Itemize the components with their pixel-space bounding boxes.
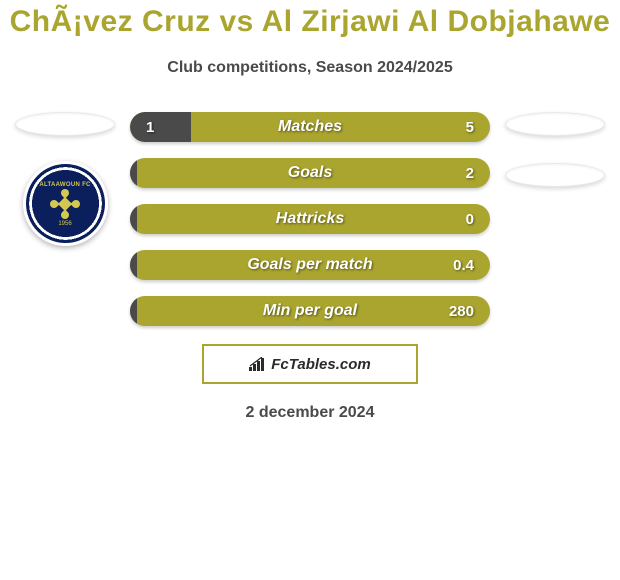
player-placeholder-right-2 [505, 163, 605, 187]
footer-date: 2 december 2024 [0, 404, 620, 422]
infographic-container: ChÃ¡vez Cruz vs Al Zirjawi Al Dobjahawe … [0, 0, 620, 422]
stat-bar-fill [130, 158, 137, 188]
stat-right-value: 0 [466, 211, 474, 228]
stat-bar-fill [130, 250, 137, 280]
stat-left-value: 1 [146, 119, 154, 136]
bar-chart-icon [249, 357, 267, 371]
stat-bar-fill [130, 296, 137, 326]
player-placeholder-left [15, 112, 115, 136]
stat-label: Hattricks [276, 210, 344, 228]
player-placeholder-right-1 [505, 112, 605, 136]
badge-year: 1956 [58, 221, 71, 227]
club-badge-left: ALTAAWOUN FC 1956 [23, 161, 108, 246]
stat-bar: Goals 2 [130, 158, 490, 188]
stat-right-value: 5 [466, 119, 474, 136]
left-side-col: ALTAAWOUN FC 1956 [10, 112, 120, 246]
stat-bar: Goals per match 0.4 [130, 250, 490, 280]
stat-label: Matches [278, 118, 342, 136]
footer-brand-box: FcTables.com [202, 344, 418, 384]
footer-brand-text: FcTables.com [271, 356, 370, 373]
badge-club-name: ALTAAWOUN FC [39, 182, 90, 188]
badge-ball-icon [52, 191, 78, 217]
stat-bar: Hattricks 0 [130, 204, 490, 234]
stat-label: Goals per match [247, 256, 372, 274]
stat-right-value: 0.4 [453, 257, 474, 274]
stat-label: Goals [288, 164, 332, 182]
stat-bar-fill [130, 112, 191, 142]
badge-inner: ALTAAWOUN FC 1956 [38, 176, 93, 231]
main-row: ALTAAWOUN FC 1956 1 Matches 5 Goals 2 Hattric… [0, 112, 620, 326]
stat-bar: Min per goal 280 [130, 296, 490, 326]
subtitle: Club competitions, Season 2024/2025 [0, 59, 620, 77]
stat-bar: 1 Matches 5 [130, 112, 490, 142]
page-title: ChÃ¡vez Cruz vs Al Zirjawi Al Dobjahawe [0, 5, 620, 39]
right-side-col [500, 112, 610, 187]
stat-right-value: 280 [449, 303, 474, 320]
stat-label: Min per goal [263, 302, 357, 320]
stat-right-value: 2 [466, 165, 474, 182]
stat-bar-fill [130, 204, 137, 234]
stats-bars: 1 Matches 5 Goals 2 Hattricks 0 Goals per match… [120, 112, 500, 326]
